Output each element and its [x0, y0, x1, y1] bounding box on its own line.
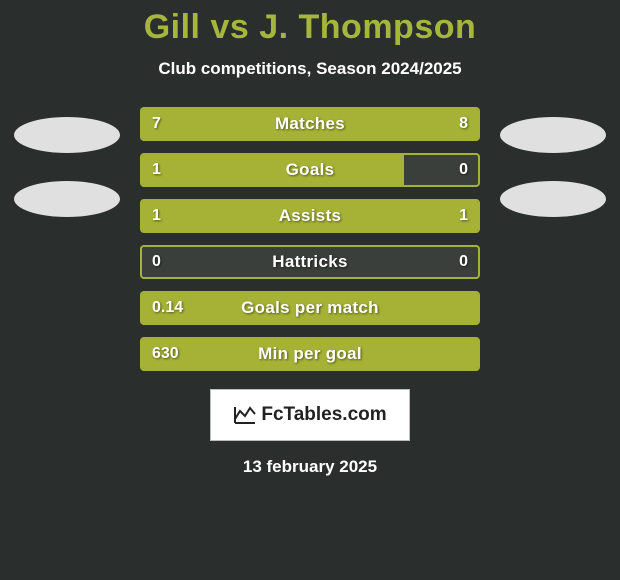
stat-value-right: 1 [459, 207, 468, 225]
stat-row-matches: 7 Matches 8 [140, 107, 480, 141]
player-right-avatar [500, 117, 606, 153]
team-right-avatar [500, 181, 606, 217]
stat-value-left: 7 [152, 115, 161, 133]
stat-row-hattricks: 0 Hattricks 0 [140, 245, 480, 279]
comparison-container: Gill vs J. Thompson Club competitions, S… [0, 0, 620, 580]
stat-value-left: 0.14 [152, 299, 183, 317]
fctables-logo[interactable]: FcTables.com [210, 389, 410, 441]
player-left-avatar [14, 117, 120, 153]
stat-label: Hattricks [272, 252, 347, 272]
right-avatar-col [500, 107, 606, 217]
stat-label: Min per goal [258, 344, 362, 364]
stat-label: Goals per match [241, 298, 379, 318]
stat-label: Goals [286, 160, 335, 180]
team-left-avatar [14, 181, 120, 217]
chart-icon [233, 405, 257, 425]
stat-row-goals: 1 Goals 0 [140, 153, 480, 187]
stat-value-right: 0 [459, 161, 468, 179]
stat-row-mpg: 630 Min per goal [140, 337, 480, 371]
stat-bar-left [142, 155, 404, 185]
stat-value-left: 0 [152, 253, 161, 271]
left-avatar-col [14, 107, 120, 217]
logo-text: FcTables.com [261, 404, 386, 426]
stat-label: Assists [279, 206, 342, 226]
page-title: Gill vs J. Thompson [144, 8, 477, 47]
stat-value-left: 630 [152, 345, 179, 363]
stat-value-left: 1 [152, 161, 161, 179]
stat-row-gpm: 0.14 Goals per match [140, 291, 480, 325]
stat-value-right: 8 [459, 115, 468, 133]
comparison-date: 13 february 2025 [243, 457, 377, 477]
stat-row-assists: 1 Assists 1 [140, 199, 480, 233]
stat-value-right: 0 [459, 253, 468, 271]
stat-label: Matches [275, 114, 345, 134]
comparison-area: 7 Matches 8 1 Goals 0 1 Assists 1 [0, 107, 620, 371]
stat-value-left: 1 [152, 207, 161, 225]
page-subtitle: Club competitions, Season 2024/2025 [158, 59, 461, 79]
stat-bars: 7 Matches 8 1 Goals 0 1 Assists 1 [140, 107, 480, 371]
